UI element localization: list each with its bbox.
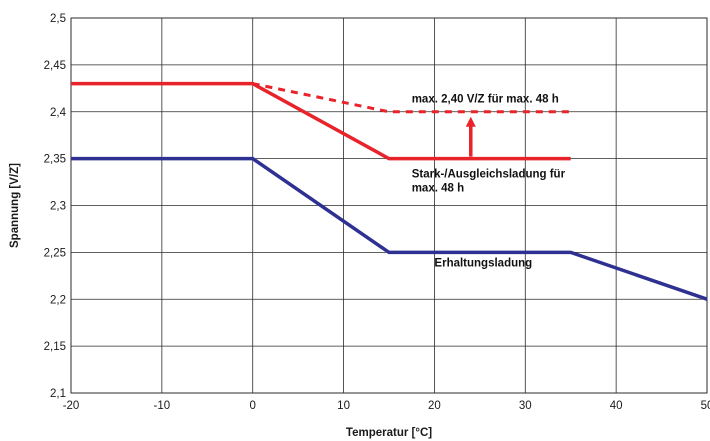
x-tick-label: -10 [154,400,171,412]
series-line-max [252,82,571,114]
annotation-max-label: max. 2,40 V/Z für max. 48 h [412,93,559,105]
y-tick-label: 2,45 [44,60,66,72]
y-tick-label: 2,4 [50,107,67,119]
x-tick-label: 50 [701,400,710,412]
y-tick-label: 2,2 [50,294,66,306]
y-tick-label: 2,25 [44,247,66,259]
x-tick-label: 30 [519,400,532,412]
x-tick-label: 0 [250,400,256,412]
x-tick-label: 40 [610,400,623,412]
x-axis-title: Temperatur [°C] [346,427,432,439]
y-tick-label: 2,1 [50,388,66,400]
y-tick-label: 2,35 [44,154,66,166]
annotation-stark-label: Stark-/Ausgleichsladung für max. 48 h [412,168,566,194]
x-tick-label: 10 [337,400,350,412]
annotation-erhaltung-label: Erhaltungsladung [434,257,532,269]
y-axis-title: Spannung [V/Z] [9,163,21,248]
plot-frame [70,17,708,394]
series-line-erhaltung [71,156,708,301]
y-tick-label: 2,3 [50,201,66,213]
x-tick-label: 20 [428,400,441,412]
x-tick-label: -20 [63,400,80,412]
series-line-stark [71,81,571,161]
y-tick-label: 2,15 [44,341,66,353]
y-tick-label: 2,5 [50,13,66,25]
